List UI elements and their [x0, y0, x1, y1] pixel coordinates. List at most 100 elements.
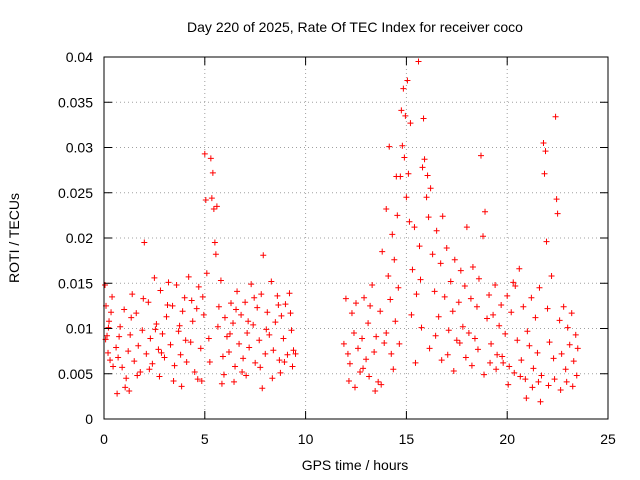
data-point	[346, 360, 353, 367]
data-point	[127, 331, 134, 338]
data-point	[435, 313, 442, 320]
y-tick-label: 0.03	[66, 140, 93, 156]
data-points	[102, 58, 581, 405]
data-point	[264, 309, 271, 316]
data-point	[218, 380, 225, 387]
data-point	[481, 371, 488, 378]
data-point	[409, 266, 416, 273]
data-point	[544, 305, 551, 312]
data-point	[197, 345, 204, 352]
data-point	[510, 279, 517, 286]
data-point	[375, 378, 382, 385]
data-point	[181, 294, 188, 301]
data-point	[487, 359, 494, 366]
data-point	[437, 260, 444, 267]
data-point	[480, 233, 487, 240]
x-tick-label: 0	[100, 431, 108, 447]
data-point	[423, 194, 430, 201]
data-point	[548, 273, 555, 280]
data-point	[289, 363, 296, 370]
data-point	[379, 248, 386, 255]
data-point	[391, 256, 398, 263]
data-point	[350, 330, 357, 337]
data-point	[185, 273, 192, 280]
data-point	[280, 335, 287, 342]
data-point	[212, 251, 219, 258]
data-point	[411, 224, 418, 231]
data-point	[551, 376, 558, 383]
data-point	[152, 326, 159, 333]
y-tick-label: 0.005	[58, 366, 93, 382]
data-point	[407, 120, 414, 127]
data-point	[116, 333, 123, 340]
data-point	[208, 195, 215, 202]
data-point	[385, 273, 392, 280]
data-point	[395, 284, 402, 291]
data-point	[381, 339, 388, 346]
data-point	[355, 345, 362, 352]
data-point	[490, 311, 497, 318]
data-point	[511, 369, 518, 376]
data-point	[504, 292, 511, 299]
data-point	[203, 270, 210, 277]
data-point	[277, 369, 284, 376]
data-point	[115, 354, 122, 361]
data-point	[557, 387, 564, 394]
data-point	[220, 371, 227, 378]
data-point	[484, 315, 491, 322]
data-point	[516, 265, 523, 272]
data-point	[477, 152, 484, 159]
data-point	[455, 299, 462, 306]
data-point	[236, 340, 243, 347]
data-point	[526, 342, 533, 349]
data-point	[540, 139, 547, 146]
data-point	[404, 77, 411, 84]
data-point	[286, 290, 293, 297]
data-point	[202, 196, 209, 203]
data-point	[268, 278, 275, 285]
data-point	[543, 238, 550, 245]
data-point	[552, 113, 559, 120]
data-point	[121, 306, 128, 313]
data-point	[287, 310, 294, 317]
data-point	[413, 291, 420, 298]
data-point	[141, 239, 148, 246]
data-point	[420, 115, 427, 122]
data-point	[137, 368, 144, 375]
data-point	[134, 372, 141, 379]
data-point	[537, 398, 544, 405]
data-point	[209, 169, 216, 176]
data-point	[449, 308, 456, 315]
data-point	[405, 170, 412, 177]
data-point	[158, 349, 165, 356]
data-point	[211, 239, 218, 246]
data-point	[560, 303, 567, 310]
y-tick-label: 0.025	[58, 185, 93, 201]
data-point	[126, 387, 133, 394]
data-point	[468, 362, 475, 369]
data-point	[574, 345, 581, 352]
data-point	[242, 299, 249, 306]
data-point	[473, 303, 480, 310]
data-point	[467, 295, 474, 302]
data-point	[399, 142, 406, 149]
x-tick-label: 5	[201, 431, 209, 447]
data-point	[541, 170, 548, 177]
data-point	[191, 368, 198, 375]
data-point	[418, 324, 425, 331]
data-point	[546, 339, 553, 346]
y-tick-label: 0.015	[58, 275, 93, 291]
data-point	[387, 296, 394, 303]
data-point	[161, 354, 168, 361]
data-point	[518, 357, 525, 364]
data-point	[225, 349, 232, 356]
data-point	[570, 358, 577, 365]
data-point	[223, 333, 230, 340]
data-point	[502, 330, 509, 337]
data-point	[361, 294, 368, 301]
data-point	[345, 377, 352, 384]
data-point	[258, 291, 265, 298]
data-point	[153, 320, 160, 327]
data-point	[187, 339, 194, 346]
